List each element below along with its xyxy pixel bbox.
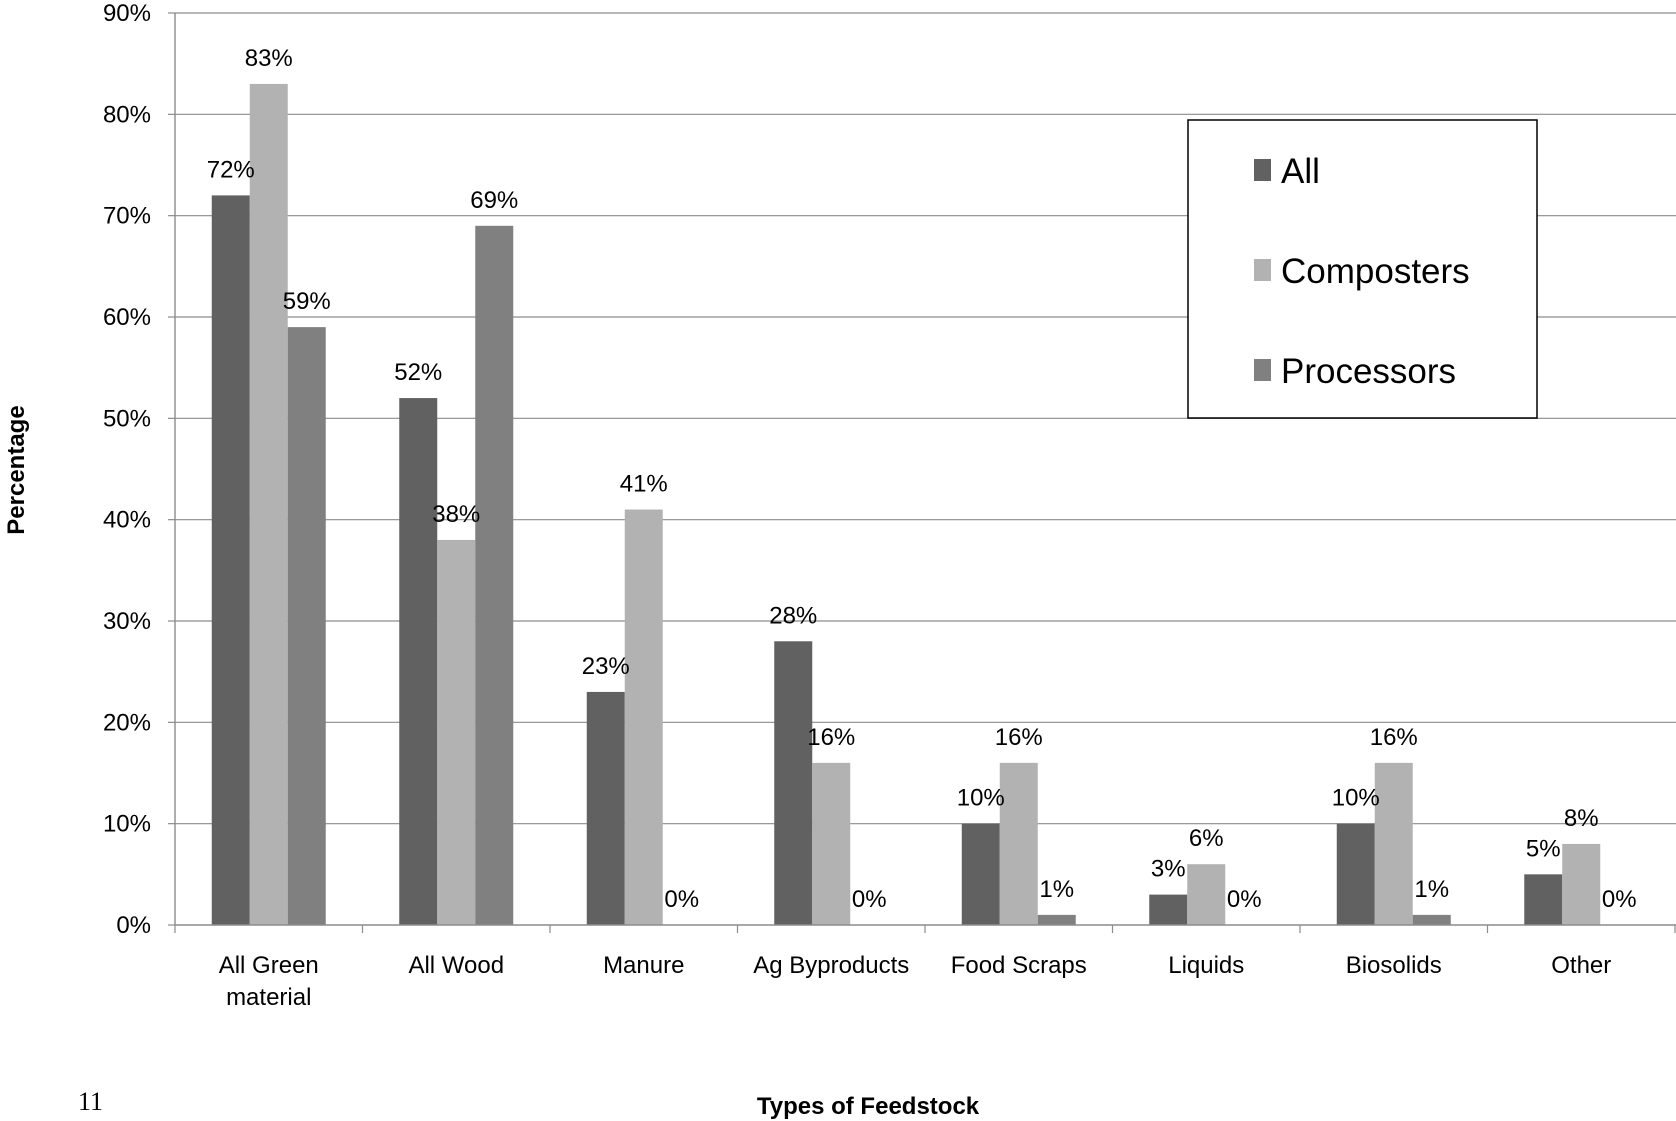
bars bbox=[211, 83, 1601, 926]
bar-processors bbox=[1412, 914, 1451, 925]
y-tick-label: 70% bbox=[103, 203, 151, 230]
x-category-label: All Green bbox=[219, 952, 319, 979]
data-label: 0% bbox=[664, 886, 699, 913]
bar-composters bbox=[249, 83, 288, 925]
data-label: 72% bbox=[207, 156, 255, 183]
data-label: 83% bbox=[245, 45, 293, 72]
data-label: 16% bbox=[807, 724, 855, 751]
legend-label: All bbox=[1281, 152, 1320, 191]
bar-processors bbox=[1037, 914, 1076, 925]
data-label: 0% bbox=[1227, 886, 1262, 913]
bar-processors bbox=[475, 225, 514, 926]
bar-composters bbox=[1562, 843, 1601, 925]
data-label: 52% bbox=[394, 359, 442, 386]
bar-all bbox=[586, 691, 625, 925]
legend: All Composters Processors bbox=[1187, 119, 1538, 419]
data-label: 0% bbox=[852, 886, 887, 913]
y-tick-label: 10% bbox=[103, 811, 151, 838]
x-category-label: Ag Byproducts bbox=[753, 952, 909, 979]
y-axis-title: Percentage bbox=[3, 405, 30, 534]
data-label: 1% bbox=[1039, 876, 1074, 903]
data-label: 1% bbox=[1414, 876, 1449, 903]
data-label: 59% bbox=[283, 288, 331, 315]
x-category-label: material bbox=[226, 984, 311, 1011]
bar-processors bbox=[287, 327, 326, 926]
y-tick-label: 50% bbox=[103, 405, 151, 432]
bar-composters bbox=[624, 509, 663, 925]
bar-composters bbox=[437, 539, 476, 925]
x-category-label: Liquids bbox=[1168, 952, 1244, 979]
y-tick-label: 80% bbox=[103, 101, 151, 128]
data-label: 0% bbox=[1602, 886, 1637, 913]
y-tick-label: 40% bbox=[103, 507, 151, 534]
legend-swatch bbox=[1254, 259, 1271, 281]
x-category-label: Biosolids bbox=[1346, 952, 1442, 979]
x-category-label: Manure bbox=[603, 952, 684, 979]
data-label: 6% bbox=[1189, 825, 1224, 852]
data-label: 16% bbox=[1370, 724, 1418, 751]
bar-composters bbox=[812, 762, 851, 925]
bar-all bbox=[1336, 823, 1375, 925]
bar-composters bbox=[999, 762, 1038, 925]
data-label: 28% bbox=[769, 602, 817, 629]
bar-composters bbox=[1374, 762, 1413, 925]
legend-label: Composters bbox=[1281, 252, 1470, 291]
data-label: 5% bbox=[1526, 835, 1561, 862]
data-label: 10% bbox=[1332, 785, 1380, 812]
y-tick-label: 90% bbox=[103, 0, 151, 27]
y-tick-label: 20% bbox=[103, 709, 151, 736]
data-labels: 72% 52% 23% 28% 10% 3% 10% 5% 83% 38% 41% 16% 16% 6% 1… bbox=[207, 45, 1637, 913]
data-label: 16% bbox=[995, 724, 1043, 751]
x-category-labels: All Green material All Wood Manure Ag Byprod… bbox=[219, 952, 1612, 1011]
legend-swatch bbox=[1254, 359, 1271, 381]
bar-all bbox=[1149, 894, 1188, 925]
data-label: 3% bbox=[1151, 856, 1186, 883]
x-category-label: Other bbox=[1551, 952, 1611, 979]
x-category-label: All Wood bbox=[408, 952, 504, 979]
data-label: 38% bbox=[432, 501, 480, 528]
bar-all bbox=[399, 398, 438, 926]
bar-composters bbox=[1187, 864, 1226, 925]
axes bbox=[168, 12, 1676, 933]
y-tick-label: 60% bbox=[103, 304, 151, 331]
data-label: 8% bbox=[1564, 805, 1599, 832]
bar-all bbox=[961, 823, 1000, 925]
page-number: 11 bbox=[78, 1087, 103, 1116]
y-tick-label: 0% bbox=[116, 912, 151, 939]
x-category-label: Food Scraps bbox=[951, 952, 1087, 979]
data-label: 41% bbox=[620, 471, 668, 498]
x-axis-title: Types of Feedstock bbox=[757, 1093, 980, 1120]
bar-all bbox=[211, 195, 250, 925]
data-label: 69% bbox=[470, 187, 518, 214]
y-tick-label: 30% bbox=[103, 608, 151, 635]
bar-all bbox=[774, 641, 813, 925]
y-tick-labels: 0% 10% 20% 30% 40% 50% 60% 70% 80% 90% bbox=[103, 0, 151, 939]
data-label: 10% bbox=[957, 785, 1005, 812]
legend-swatch bbox=[1254, 159, 1271, 181]
bar-all bbox=[1524, 874, 1563, 925]
legend-box bbox=[1187, 119, 1538, 419]
legend-label: Processors bbox=[1281, 352, 1456, 391]
data-label: 23% bbox=[582, 653, 630, 680]
